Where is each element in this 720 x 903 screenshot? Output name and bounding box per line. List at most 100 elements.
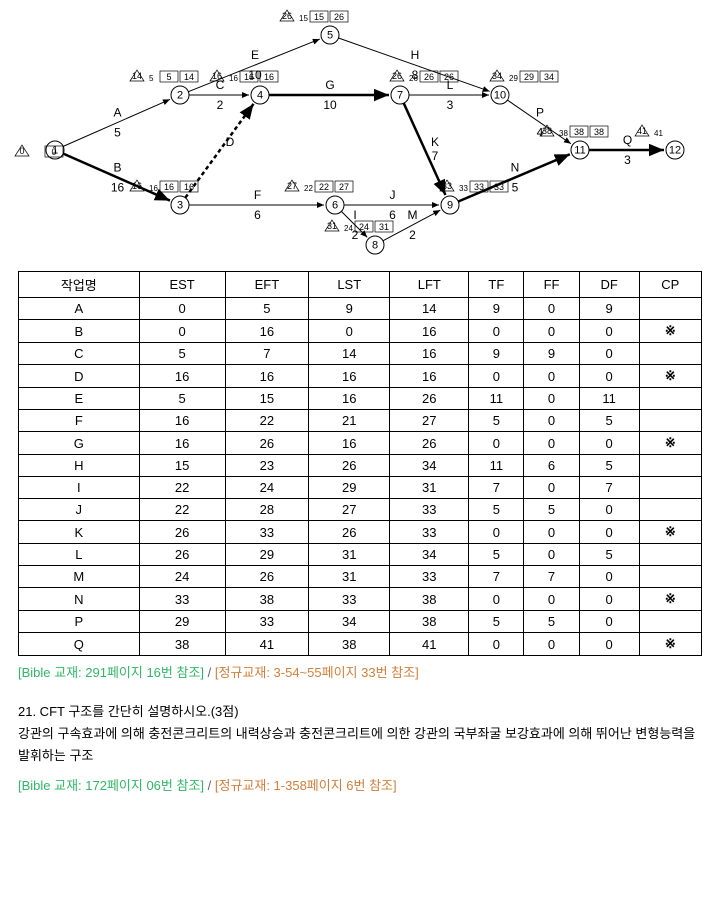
table-cell: 22 (139, 499, 225, 521)
table-cell: 15 (225, 388, 309, 410)
table-cell (639, 343, 701, 365)
table-cell: 28 (225, 499, 309, 521)
table-cell: 34 (309, 611, 390, 633)
est-sub: 38 (559, 129, 568, 138)
table-cell (639, 298, 701, 320)
table-cell: 22 (139, 477, 225, 499)
edge-label: Q (623, 133, 632, 147)
box-value: 16 (244, 72, 254, 82)
edge-label: G (325, 78, 334, 92)
table-cell: 0 (579, 432, 639, 455)
table-cell: 26 (309, 455, 390, 477)
table-cell: 9 (469, 343, 524, 365)
table-cell: 5 (225, 298, 309, 320)
table-cell: 23 (225, 455, 309, 477)
box-value: 0 (51, 147, 56, 157)
table-cell: 38 (225, 588, 309, 611)
table-cell: 11 (469, 455, 524, 477)
table-cell: 33 (390, 566, 469, 588)
table-cell: 9 (579, 298, 639, 320)
edge-duration: 3 (447, 98, 454, 112)
table-cell: 0 (524, 320, 579, 343)
est-sub: 26 (409, 74, 418, 83)
box-value: 16 (184, 182, 194, 192)
table-cell: 0 (524, 633, 579, 656)
question-21-block: 21. CFT 구조를 간단히 설명하시오.(3점) 강관의 구속효과에 의해 … (0, 683, 720, 773)
table-cell: ※ (639, 521, 701, 544)
ref-regular-2: [정규교재: 1-358페이지 6번 참조] (215, 778, 397, 793)
table-cell: ※ (639, 365, 701, 388)
edge-E (188, 39, 319, 92)
table-cell: 0 (309, 320, 390, 343)
table-cell: 14 (309, 343, 390, 365)
question-answer: 강관의 구속효과에 의해 충전콘크리트의 내력상승과 충전콘크리트에 의한 강관… (18, 723, 702, 767)
box-value: 34 (544, 72, 554, 82)
table-cell: 0 (524, 521, 579, 544)
col-header: 작업명 (19, 272, 140, 298)
est-sub: 29 (509, 74, 518, 83)
table-cell: 26 (225, 566, 309, 588)
table-cell: 0 (579, 611, 639, 633)
table-cell: H (19, 455, 140, 477)
box-value: 26 (444, 72, 454, 82)
table-cell: 9 (469, 298, 524, 320)
table-row: A05914909 (19, 298, 702, 320)
edge-duration: 3 (624, 153, 631, 167)
table-cell: 11 (469, 388, 524, 410)
table-cell: ※ (639, 432, 701, 455)
est-value: 0 (19, 146, 24, 156)
box-value: 38 (594, 127, 604, 137)
cpm-table-wrap: 작업명ESTEFTLSTLFTTFFFDFCP A05914909B016016… (0, 263, 720, 660)
box-value: 24 (359, 222, 369, 232)
table-cell: 26 (225, 432, 309, 455)
edge-label: H (411, 48, 420, 62)
est-value: 16 (132, 181, 142, 191)
table-cell: 33 (309, 588, 390, 611)
table-cell: 26 (139, 544, 225, 566)
table-cell: J (19, 499, 140, 521)
ref-sep-1: / (204, 665, 215, 680)
edge-K (404, 103, 446, 195)
table-row: C571416990 (19, 343, 702, 365)
node-label: 12 (669, 145, 681, 157)
table-cell (639, 566, 701, 588)
table-cell: 0 (469, 521, 524, 544)
table-cell: 0 (579, 499, 639, 521)
table-cell: 9 (524, 343, 579, 365)
table-cell (639, 388, 701, 410)
table-cell: ※ (639, 588, 701, 611)
table-row: L26293134505 (19, 544, 702, 566)
box-value: 15 (314, 12, 324, 22)
table-cell: 5 (579, 410, 639, 432)
table-cell: Q (19, 633, 140, 656)
table-row: B016016000※ (19, 320, 702, 343)
table-cell: 38 (139, 633, 225, 656)
table-cell (639, 477, 701, 499)
est-value: 41 (637, 126, 647, 136)
table-row: F16222127505 (19, 410, 702, 432)
table-cell: 21 (309, 410, 390, 432)
col-header: LFT (390, 272, 469, 298)
table-row: Q38413841000※ (19, 633, 702, 656)
reference-line-1: [Bible 교재: 291페이지 16번 참조] / [정규교재: 3-54~… (0, 660, 720, 683)
table-cell: 0 (524, 544, 579, 566)
table-cell: 16 (309, 432, 390, 455)
table-row: D16161616000※ (19, 365, 702, 388)
cpm-table: 작업명ESTEFTLSTLFTTFFFDFCP A05914909B016016… (18, 271, 702, 656)
table-cell: ※ (639, 633, 701, 656)
table-cell: 31 (309, 566, 390, 588)
table-cell: 0 (524, 588, 579, 611)
node-label: 11 (574, 145, 585, 157)
est-sub: 41 (654, 129, 663, 138)
table-cell (639, 611, 701, 633)
table-cell: M (19, 566, 140, 588)
table-cell: 0 (139, 320, 225, 343)
table-cell: 33 (390, 499, 469, 521)
box-value: 31 (379, 222, 389, 232)
table-cell: B (19, 320, 140, 343)
est-sub: 16 (229, 74, 238, 83)
network-diagram: A5B16C2E10DF6G10H8J6I2L3K7M2N5P4Q3123456… (0, 0, 720, 260)
table-cell: 41 (390, 633, 469, 656)
table-cell: N (19, 588, 140, 611)
table-cell: 34 (390, 544, 469, 566)
